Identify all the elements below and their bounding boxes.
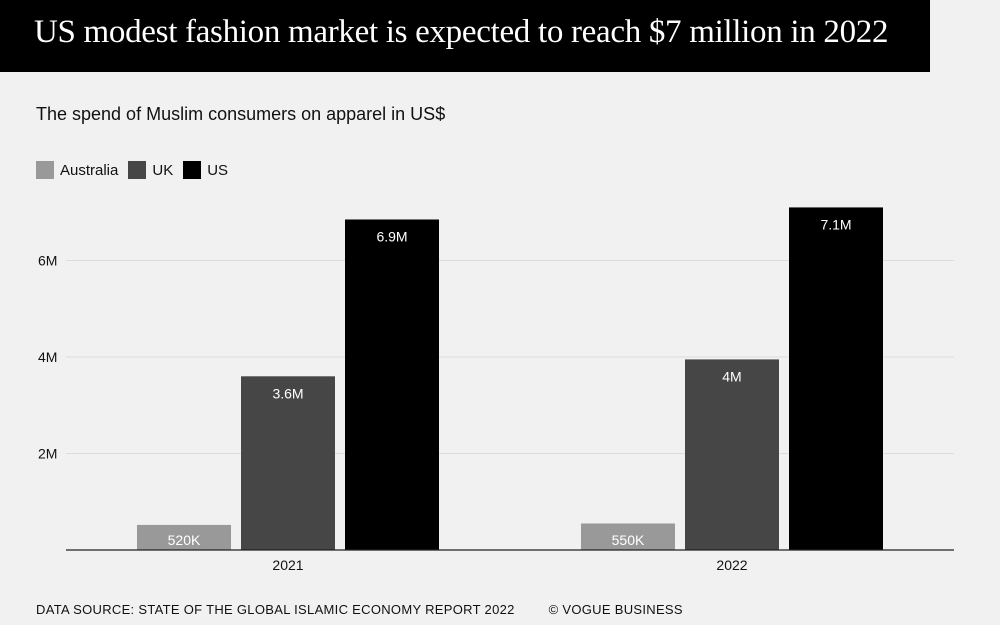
legend-swatch-us xyxy=(183,161,202,179)
y-tick-label: 4M xyxy=(38,349,57,365)
data-label: 520K xyxy=(168,532,201,548)
y-tick-label: 6M xyxy=(38,253,57,269)
legend-item-australia: Australia xyxy=(36,161,118,179)
legend: Australia UK US xyxy=(36,161,238,179)
bar-us-2021 xyxy=(345,219,439,551)
legend-item-us: US xyxy=(183,161,228,179)
bar-uk-2022 xyxy=(685,359,779,550)
legend-swatch-uk xyxy=(128,161,147,179)
data-label: 3.6M xyxy=(272,385,303,401)
chart-title: US modest fashion market is expected to … xyxy=(34,14,889,50)
legend-label-uk: UK xyxy=(152,161,174,179)
data-label: 4M xyxy=(722,368,741,384)
copyright-credit: © VOGUE BUSINESS xyxy=(548,602,683,617)
legend-item-uk: UK xyxy=(128,161,173,179)
legend-label-australia: Australia xyxy=(60,161,119,179)
chart-subtitle: The spend of Muslim consumers on apparel… xyxy=(36,104,446,124)
bar-uk-2021 xyxy=(241,376,335,550)
footer: DATA SOURCE: STATE OF THE GLOBAL ISLAMIC… xyxy=(36,602,683,617)
data-label: 550K xyxy=(612,532,645,548)
title-bar: US modest fashion market is expected to … xyxy=(0,0,930,72)
bar-australia-2021 xyxy=(137,524,231,550)
legend-swatch-australia xyxy=(36,161,54,179)
x-tick-label: 2022 xyxy=(716,557,747,573)
data-source: DATA SOURCE: STATE OF THE GLOBAL ISLAMIC… xyxy=(36,602,515,617)
data-label: 6.9M xyxy=(376,228,407,244)
bar-australia-2022 xyxy=(581,523,675,550)
bar-us-2022 xyxy=(789,207,883,551)
legend-label-us: US xyxy=(207,161,229,179)
data-label: 7.1M xyxy=(820,216,851,232)
x-tick-label: 2021 xyxy=(272,557,303,573)
y-tick-label: 2M xyxy=(38,446,57,462)
